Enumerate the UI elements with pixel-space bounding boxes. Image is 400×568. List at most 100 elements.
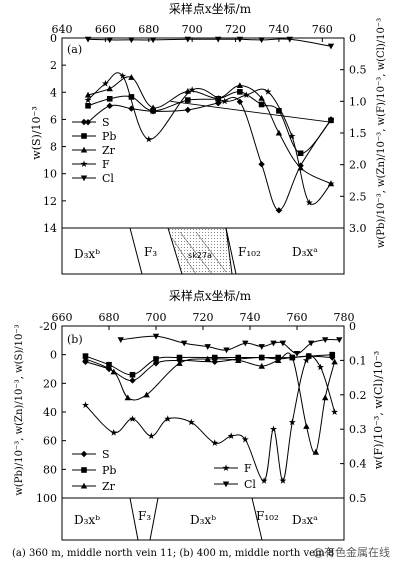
left-tick-label: 8 <box>50 141 57 154</box>
left-tick-label: 60 <box>43 435 57 448</box>
legend-label-s: S <box>102 116 110 129</box>
legend-label-zr: Zr <box>102 144 116 157</box>
point-cl <box>293 350 301 357</box>
legend-item-f: F <box>72 158 110 171</box>
point-cl <box>279 340 287 347</box>
legend-marker-pb <box>81 467 87 473</box>
point-zr <box>275 357 282 363</box>
legend-item-zr: Zr <box>72 480 116 493</box>
right-tick-label: 0.5 <box>349 492 367 505</box>
point-f <box>260 477 268 484</box>
point-s <box>236 98 244 105</box>
point-f <box>241 435 249 443</box>
legend-marker-cl <box>222 481 230 488</box>
legend-label-s: S <box>102 448 110 461</box>
x-tick-label: 740 <box>240 311 261 324</box>
point-pb <box>106 96 113 102</box>
point-pb <box>329 351 336 358</box>
point-cl <box>152 333 160 340</box>
point-s <box>258 161 265 168</box>
point-zr <box>235 357 242 363</box>
panel-a-section-d3xb: D₃xᵇ <box>74 247 100 261</box>
panel-a-right-axis-title: w(Pb)/10⁻³, w(Zn)/10⁻³, w(F)/10⁻³, w(Cl)… <box>376 18 387 248</box>
right-tick-label: 0.3 <box>349 423 367 436</box>
x-tick-label: 700 <box>182 23 203 36</box>
point-f <box>227 432 235 440</box>
point-cl <box>322 337 329 343</box>
point-zr <box>82 355 89 362</box>
series-cl <box>84 36 335 50</box>
point-zr <box>275 129 283 136</box>
legend-item-s: S <box>72 448 110 461</box>
x-tick-label: 660 <box>95 23 116 36</box>
series-line-s <box>87 96 332 211</box>
point-s <box>275 207 283 214</box>
point-f <box>164 415 172 422</box>
right-tick-label: 0.4 <box>349 458 367 471</box>
point-pb <box>153 356 159 362</box>
right-tick-label: 1.0 <box>349 95 367 108</box>
point-pb <box>185 97 191 103</box>
panel-a-right-axis: 0 0.5 1.0 1.5 2.0 2.5 3.0 <box>340 32 367 235</box>
panel-a-left-axis-title: w(S)/10⁻³ <box>30 106 43 159</box>
point-f <box>84 96 92 104</box>
panel-a-section-sk27a: sk27a <box>188 251 212 260</box>
point-zr <box>297 164 304 171</box>
panel-a-left-axis: 0 2 4 6 8 10 12 14 <box>43 32 66 235</box>
left-tick-label: 4 <box>50 86 57 99</box>
point-cl <box>286 36 293 43</box>
point-cl <box>214 36 222 43</box>
right-tick-label: 0.5 <box>349 64 367 77</box>
legend-item-s: S <box>72 116 110 129</box>
panel-a-section-d3xa: D₃xᵃ <box>292 245 318 259</box>
series-f <box>82 355 339 484</box>
point-f <box>147 432 155 440</box>
legend-item-cl: Cl <box>214 478 256 491</box>
point-f <box>327 179 335 187</box>
point-cl <box>128 37 135 44</box>
legend-item-cl: Cl <box>72 172 114 185</box>
point-s <box>184 106 192 114</box>
point-cl <box>149 37 157 44</box>
legend-label-pb: Pb <box>102 130 116 143</box>
point-zr <box>204 355 211 362</box>
panel-a-trend-line <box>170 100 332 123</box>
point-cl <box>307 340 315 347</box>
left-tick-label: 40 <box>43 406 57 419</box>
point-pb <box>328 117 334 124</box>
point-zr <box>110 368 117 375</box>
legend-marker-pb <box>81 133 87 139</box>
point-zr <box>289 354 296 361</box>
point-zr <box>106 85 113 92</box>
point-zr <box>149 104 157 111</box>
point-f <box>279 477 287 484</box>
watermark: @有色金属在线 <box>313 545 390 559</box>
point-f <box>288 418 296 426</box>
point-pb <box>176 354 183 361</box>
right-tick-label: 0.1 <box>349 354 367 367</box>
x-tick-label: 680 <box>99 311 120 324</box>
point-f <box>331 408 339 415</box>
panel-b-left-axis: -20 0 20 40 60 80 100 <box>36 320 66 505</box>
point-cl <box>223 347 230 354</box>
legend-label-f: F <box>102 158 110 171</box>
point-f <box>187 418 195 426</box>
point-f <box>288 132 296 140</box>
point-f <box>221 97 229 105</box>
point-cl <box>236 36 244 43</box>
panel-b-legend: S Pb Zr F Cl <box>72 448 256 493</box>
point-zr <box>143 391 150 398</box>
legend-label-cl: Cl <box>102 172 114 185</box>
series-pb <box>85 89 334 157</box>
x-tick-label: 720 <box>193 311 214 324</box>
figure-caption: (a) 360 m, middle north vein 11; (b) 400… <box>12 548 334 559</box>
point-f <box>145 135 153 143</box>
legend-label-f: F <box>244 462 252 475</box>
point-pb <box>85 102 91 109</box>
left-tick-label: -20 <box>39 320 57 333</box>
legend-marker-cl <box>80 175 88 182</box>
panel-b-section-strip: D₃xᵇ F₃ D₃xᵇ F₁₀₂ D₃xᵃ <box>61 497 345 541</box>
left-tick-label: 6 <box>50 113 57 126</box>
point-f <box>242 91 250 98</box>
